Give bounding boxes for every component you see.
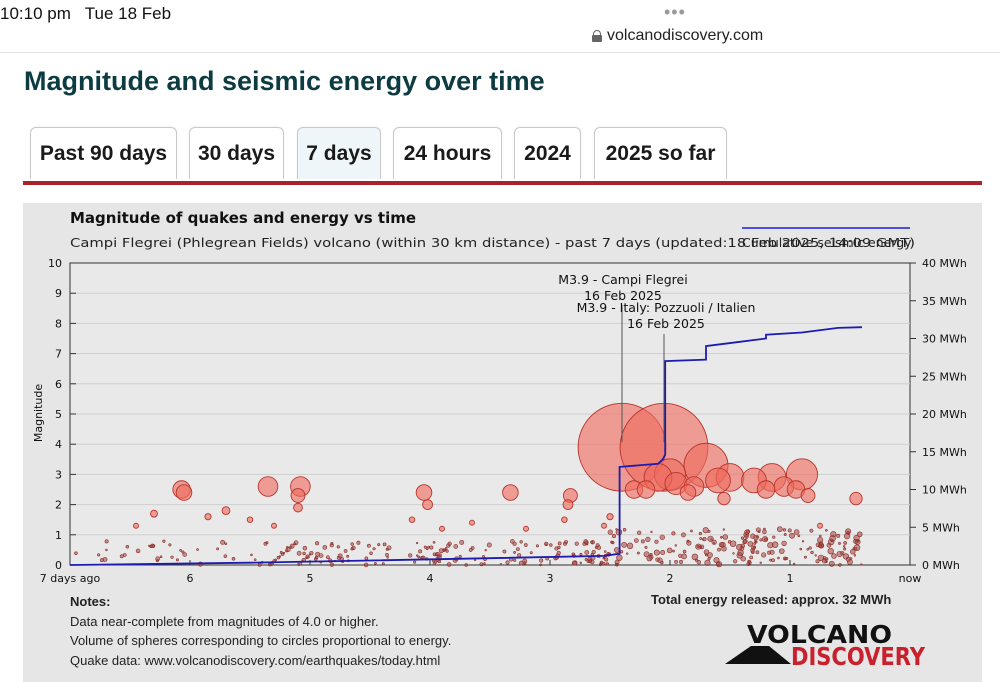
volcano-icon	[725, 646, 791, 664]
notes-line-2: Volume of spheres corresponding to circl…	[70, 633, 452, 648]
tab-past-90-days[interactable]: Past 90 days	[30, 127, 177, 179]
page-title: Magnitude and seismic energy over time	[24, 66, 545, 96]
tab-2024[interactable]: 2024	[514, 127, 581, 179]
lock-icon	[592, 30, 602, 42]
period-tabs: Past 90 days 30 days 7 days 24 hours 202…	[23, 127, 982, 185]
address-bar[interactable]: volcanodiscovery.com	[592, 27, 763, 45]
tab-30-days[interactable]: 30 days	[189, 127, 284, 179]
total-energy: Total energy released: approx. 32 MWh	[651, 592, 892, 607]
logo-word-2: DISCOVERY	[791, 642, 926, 670]
logo-word-1: VOLCANO	[747, 622, 892, 649]
notes-line-1: Data near-complete from magnitudes of 4.…	[70, 613, 379, 629]
status-bar: 10:10 pm Tue 18 Feb ••• volcanodiscovery…	[0, 0, 1000, 53]
notes-line-3: Quake data: www.volcanodiscovery.com/ear…	[70, 652, 441, 668]
url-text: volcanodiscovery.com	[607, 27, 764, 44]
volcanodiscovery-logo[interactable]: VOLCANO DISCOVERY	[725, 622, 930, 670]
tab-7-days[interactable]: 7 days	[297, 127, 381, 179]
tab-2025-so-far[interactable]: 2025 so far	[594, 127, 727, 179]
status-clock: 10:10 pm Tue 18 Feb	[0, 4, 172, 23]
more-dots-icon[interactable]: •••	[664, 2, 686, 22]
notes-heading: Notes:	[70, 594, 111, 609]
chart-notes: Notes: Data near-complete from magnitude…	[70, 592, 451, 670]
tab-24-hours[interactable]: 24 hours	[393, 127, 502, 179]
